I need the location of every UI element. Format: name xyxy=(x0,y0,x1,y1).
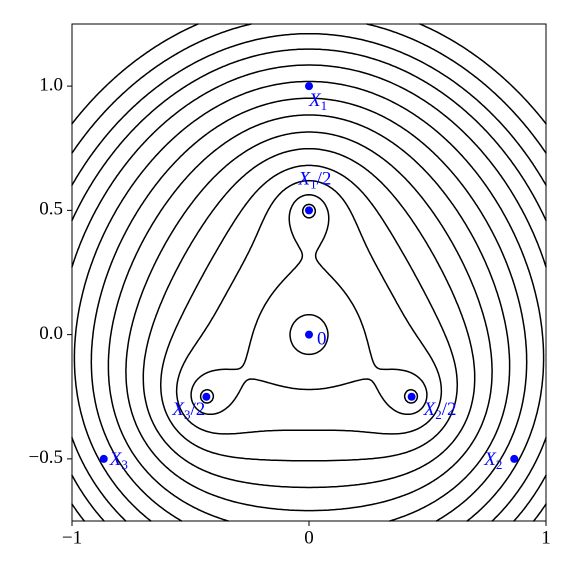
label-sub: 2 xyxy=(496,457,503,472)
contour-line xyxy=(90,97,528,522)
point-label: X1 xyxy=(308,90,327,113)
contour-line xyxy=(175,179,443,435)
point-label: X3/2 xyxy=(171,399,205,422)
label-suffix: /2 xyxy=(442,399,457,420)
point-label: X2/2 xyxy=(423,399,457,422)
contour-line xyxy=(73,80,545,522)
point xyxy=(407,392,416,401)
label-base: X xyxy=(109,449,123,470)
contour-line xyxy=(71,23,547,154)
contour-line xyxy=(71,64,547,522)
x-tick-label: 1 xyxy=(541,527,551,548)
contour-line xyxy=(142,147,476,489)
y-tick-label: 1.0 xyxy=(39,74,63,95)
contour-line xyxy=(71,48,547,522)
contour-line xyxy=(190,194,428,416)
contour-line xyxy=(71,23,547,125)
point xyxy=(305,82,313,91)
label-sub: 2 xyxy=(435,407,442,422)
point xyxy=(99,454,108,463)
contour-line xyxy=(199,203,419,404)
label-sub: 1 xyxy=(321,98,328,113)
point xyxy=(305,206,313,215)
point-label: X3 xyxy=(109,449,128,472)
point-label: X2 xyxy=(483,449,502,472)
point xyxy=(510,454,519,463)
contour-line xyxy=(71,32,547,522)
label-base: X xyxy=(171,399,185,420)
x-tick-label: 0 xyxy=(304,527,314,548)
label-sub: 3 xyxy=(121,457,128,472)
contour-line xyxy=(107,114,511,522)
label-base: X xyxy=(298,169,312,190)
label-suffix: /2 xyxy=(190,399,205,420)
point-label: 0 xyxy=(317,329,327,350)
x-tick-label: −1 xyxy=(62,527,82,548)
y-tick-label: 0.5 xyxy=(39,199,63,220)
label-base: X xyxy=(483,449,497,470)
y-tick-label: 0.0 xyxy=(39,323,63,344)
label-base: 0 xyxy=(317,329,327,350)
label-base: X xyxy=(308,90,322,111)
label-sub: 3 xyxy=(184,407,191,422)
label-sub: 1 xyxy=(310,176,317,191)
label-suffix: /2 xyxy=(317,169,332,190)
contour-line xyxy=(159,164,459,462)
contour-line xyxy=(125,131,493,512)
point xyxy=(305,330,313,339)
y-tick-label: −0.5 xyxy=(29,447,63,468)
label-base: X xyxy=(423,399,437,420)
point xyxy=(202,392,211,401)
point-label: X1/2 xyxy=(298,169,332,192)
